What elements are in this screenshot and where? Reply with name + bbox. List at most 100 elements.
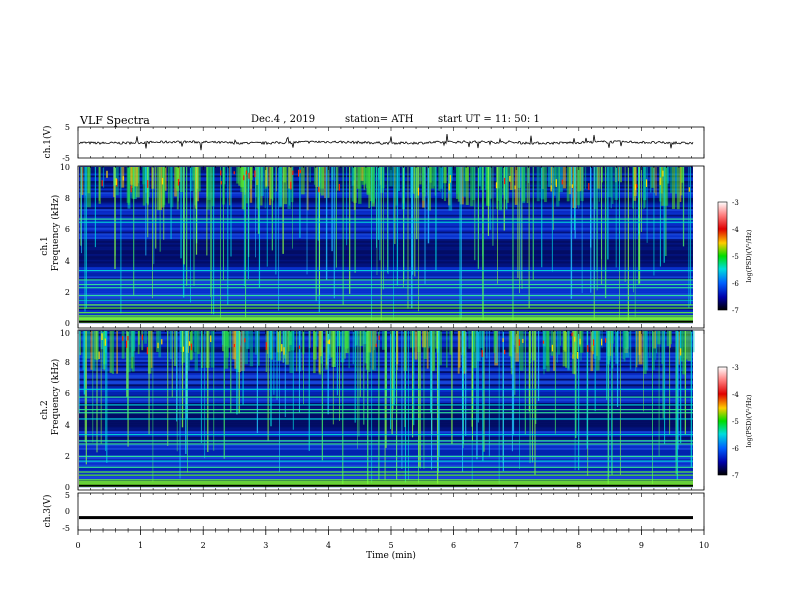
spectrogram-burst [506, 167, 509, 203]
spectrogram-burst [666, 331, 670, 347]
x-tick-label: 4 [326, 541, 331, 550]
spectrogram-burst [389, 167, 393, 187]
spectrogram-row [79, 197, 693, 200]
spectrogram-burst [289, 331, 292, 345]
spectrogram-burst [457, 331, 460, 374]
ch2-ylabel-channel: ch.2 [40, 400, 50, 419]
spectrogram-burst [245, 167, 249, 204]
spectrogram-burst [581, 167, 584, 202]
ch2-frequency-ticks [77, 330, 705, 490]
spectrogram-burst [327, 167, 330, 198]
spectrogram-burst [439, 331, 442, 366]
spectrogram-burst [109, 331, 113, 373]
spectrogram-burst [443, 167, 447, 184]
ch1-ytick-6: 6 [65, 225, 70, 234]
spectrogram-hotspot [502, 338, 504, 342]
spectrogram-row [79, 220, 693, 223]
spectrogram-burst [632, 167, 634, 209]
spectrogram-hotspot [122, 336, 124, 341]
spectrogram-row [79, 178, 693, 182]
spectrogram-hotspot [495, 182, 498, 189]
ch2-ytick-4: 4 [65, 421, 70, 430]
ch1-spectrogram-image [79, 165, 693, 324]
x-tick-label: 0 [75, 541, 80, 550]
spectrogram-band [79, 287, 693, 289]
spectrogram-hotspot [561, 179, 563, 185]
spectrogram-burst [618, 167, 620, 182]
spectrogram-row [79, 235, 693, 238]
spectrogram-burst [265, 331, 267, 373]
spectrogram-burst [144, 331, 147, 344]
spectrogram-burst [318, 331, 321, 373]
spectrogram-burst [82, 331, 84, 370]
spectrogram-hotspot [550, 185, 552, 192]
spectrogram-row [79, 191, 693, 195]
spectrogram-hotspot [126, 340, 128, 348]
spectrogram-burst [372, 331, 377, 371]
spectrogram-band [79, 315, 693, 317]
spectrogram-burst [556, 331, 558, 363]
spectrogram-hotspot [417, 187, 420, 196]
spectrogram-hotspot [299, 169, 301, 174]
spectrogram-burst [256, 167, 259, 209]
spectrogram-burst [566, 167, 570, 202]
spectrogram-burst [644, 331, 649, 371]
spectrogram-burst [521, 167, 526, 202]
ch1-colorbar-tick-m7: -7 [732, 307, 739, 315]
spectrogram-hotspot [518, 339, 520, 346]
spectrogram-burst [661, 167, 665, 206]
spectrogram-burst [686, 331, 688, 360]
spectrogram-burst [269, 167, 273, 199]
spectrogram-row [79, 186, 693, 189]
spectrogram-burst [358, 167, 362, 204]
x-tick-label: 9 [639, 541, 644, 550]
ch2-colorbar-tick-m7: -7 [732, 472, 739, 480]
spectrogram-burst [141, 331, 144, 351]
spectrogram-burst [116, 331, 118, 374]
spectrogram-burst [336, 331, 340, 347]
spectrogram-row [79, 460, 693, 463]
ch2-ylabel-frequency: Frequency (kHz) [50, 359, 61, 436]
spectrogram-row [79, 266, 693, 270]
spectrogram-burst [562, 167, 566, 189]
ch2-colorbar-tick-m3: -3 [732, 364, 739, 372]
spectrogram-hotspot [220, 170, 222, 176]
spectrogram-row [79, 182, 693, 185]
spectrogram-row [79, 212, 693, 215]
spectrogram-row [79, 479, 693, 482]
ch1-ylabel-channel: ch.1 [40, 236, 50, 255]
spectrogram-hotspot [636, 184, 638, 188]
spectrogram-burst [479, 331, 483, 348]
spectrogram-burst [243, 167, 246, 195]
spectrogram-burst [596, 167, 601, 189]
spectrogram-hotspot [448, 183, 450, 191]
spectrogram-hotspot [504, 349, 506, 355]
spectrogram-hotspot [190, 343, 193, 351]
spectrogram-hotspot [292, 170, 294, 175]
spectrogram-row [79, 309, 693, 313]
spectrogram-burst [238, 167, 241, 186]
spectrogram-burst [264, 167, 266, 209]
ch2-ytick-6: 6 [65, 389, 70, 398]
ch2-ytick-10: 10 [60, 329, 70, 338]
spectrogram-row [79, 173, 693, 176]
spectrogram-burst [102, 167, 105, 188]
spectrogram-row [79, 291, 693, 294]
spectrogram-row [79, 184, 693, 187]
spectrogram-burst [642, 167, 645, 209]
spectrogram-row [79, 255, 693, 258]
ch2-colorbar-tick-m5: -5 [732, 418, 739, 426]
spectrogram-band [79, 440, 693, 442]
spectrogram-burst [414, 331, 418, 360]
spectrogram-burst [611, 167, 614, 205]
spectrogram-floor [79, 484, 693, 487]
spectrogram-burst [649, 331, 651, 359]
spectrogram-burst [554, 167, 557, 186]
spectrogram-burst [649, 167, 652, 193]
ch2-colorbar-gradient [717, 366, 728, 476]
spectrogram-row [79, 278, 693, 281]
spectrogram-row [79, 167, 693, 170]
spectrogram-row [79, 315, 693, 318]
spectrogram-row [79, 462, 693, 465]
spectrogram-burst [567, 331, 570, 371]
